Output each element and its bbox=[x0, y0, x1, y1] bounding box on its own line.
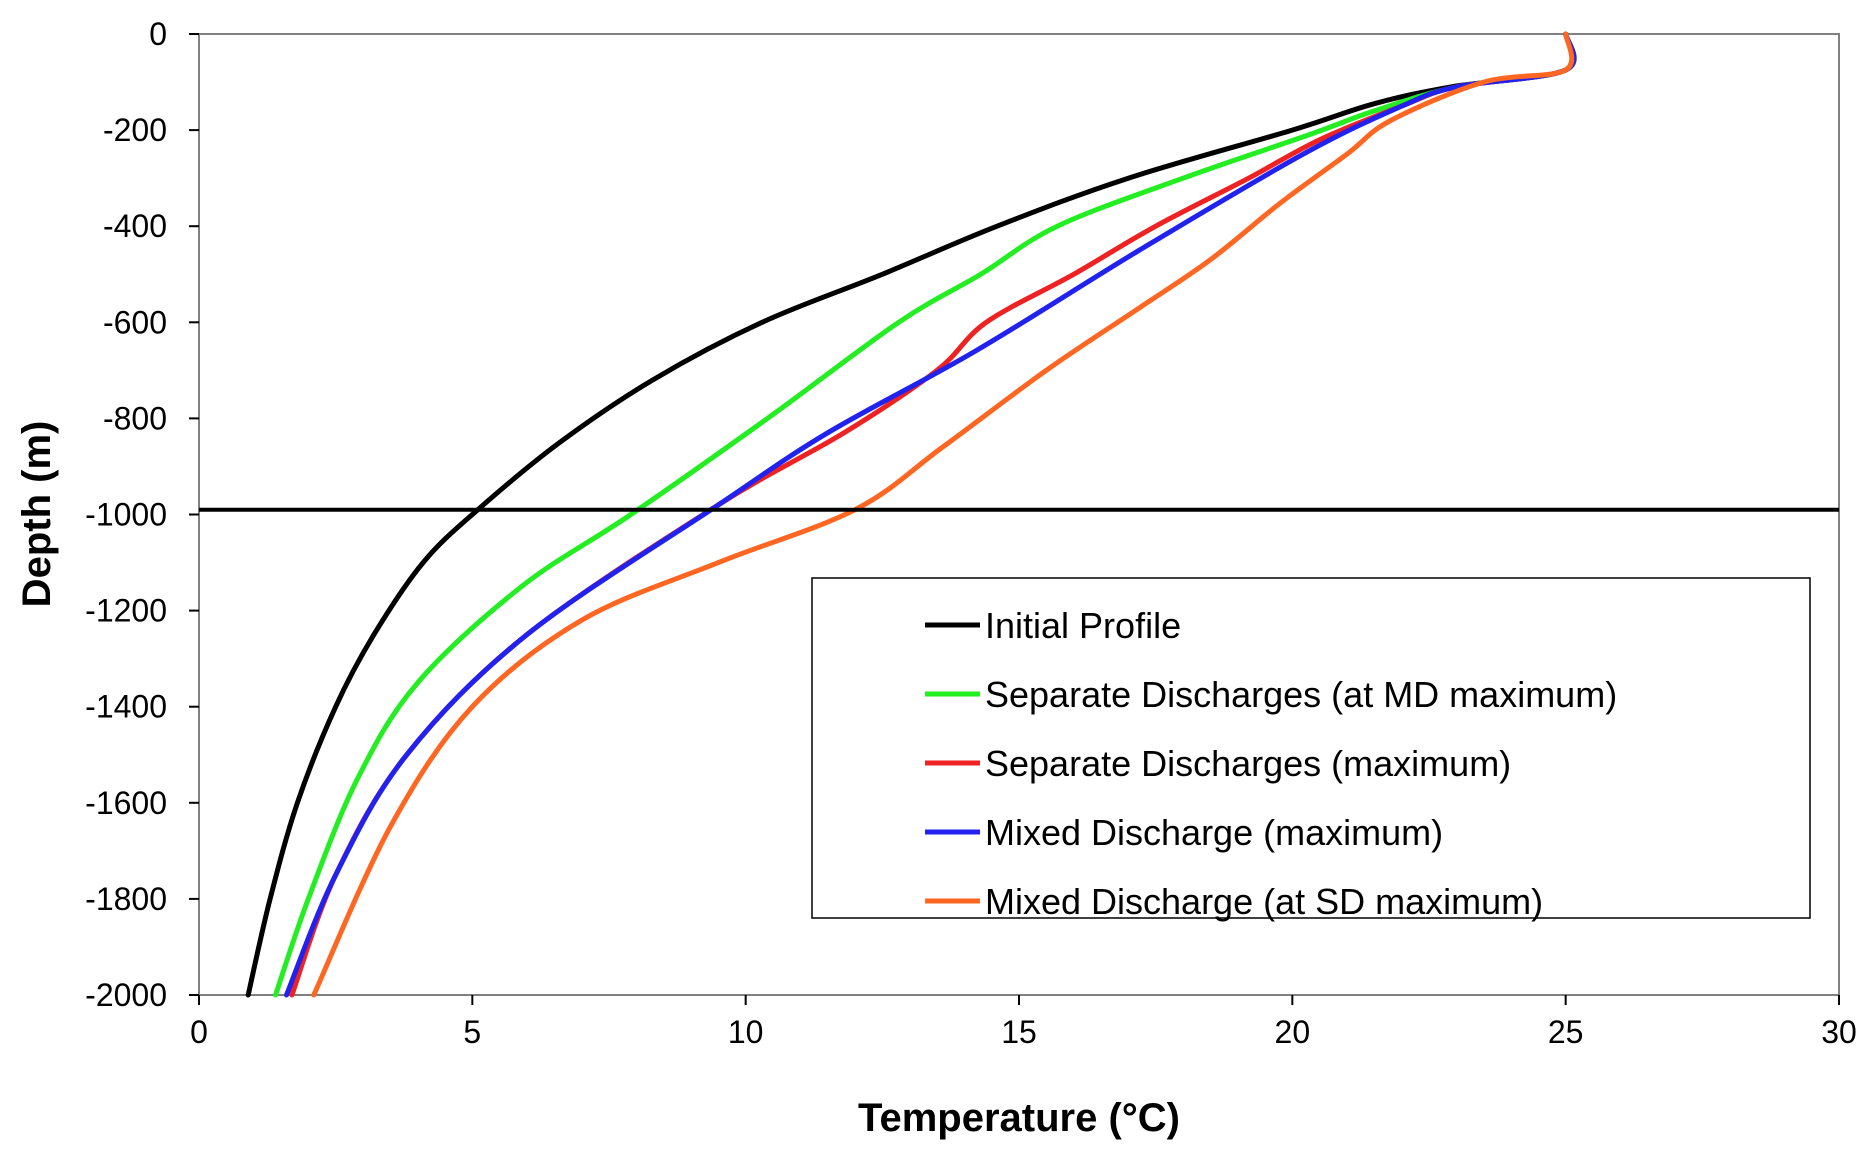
series-layer bbox=[245, 31, 1577, 998]
series-line-2 bbox=[273, 31, 1577, 998]
legend-label-1: Initial Profile bbox=[985, 605, 1181, 646]
x-tick-label: 30 bbox=[1821, 1014, 1857, 1050]
x-tick-label: 5 bbox=[463, 1014, 481, 1050]
legend: Initial Profile Separate Discharges (at M… bbox=[811, 577, 1811, 922]
x-tick-label: 25 bbox=[1548, 1014, 1584, 1050]
y-axis-title: Depth (m) bbox=[15, 421, 59, 608]
y-tick-label: -1200 bbox=[85, 593, 167, 629]
y-tick-label: -1600 bbox=[85, 785, 167, 821]
y-tick-label: -800 bbox=[103, 400, 167, 436]
x-tick-label: 20 bbox=[1275, 1014, 1311, 1050]
y-tick-label: -1800 bbox=[85, 881, 167, 917]
series-line-5 bbox=[311, 31, 1575, 998]
series-line-4 bbox=[284, 31, 1577, 998]
series-line-1 bbox=[245, 31, 1577, 998]
y-tick-label: -200 bbox=[103, 112, 167, 148]
y-tick-label: -1400 bbox=[85, 689, 167, 725]
y-tick-label: -2000 bbox=[85, 977, 167, 1013]
legend-label-2: Separate Discharges (at MD maximum) bbox=[985, 674, 1617, 715]
legend-label-5: Mixed Discharge (at SD maximum) bbox=[985, 881, 1543, 922]
y-tick-label: -600 bbox=[103, 304, 167, 340]
axes: 0 5 10 15 20 25 30 0 -200 -400 -600 -800 -1000 -1200 -… bbox=[85, 16, 1857, 1050]
legend-box bbox=[811, 577, 1811, 919]
x-tick-label: 10 bbox=[728, 1014, 764, 1050]
x-tick-label: 15 bbox=[1001, 1014, 1037, 1050]
legend-label-4: Mixed Discharge (maximum) bbox=[985, 812, 1443, 853]
y-tick-label: 0 bbox=[149, 16, 167, 52]
legend-label-3: Separate Discharges (maximum) bbox=[985, 743, 1511, 784]
y-tick-label: -1000 bbox=[85, 497, 167, 533]
x-axis-title: Temperature (°C) bbox=[858, 1096, 1180, 1140]
y-tick-label: -400 bbox=[103, 208, 167, 244]
x-tick-label: 0 bbox=[190, 1014, 208, 1050]
